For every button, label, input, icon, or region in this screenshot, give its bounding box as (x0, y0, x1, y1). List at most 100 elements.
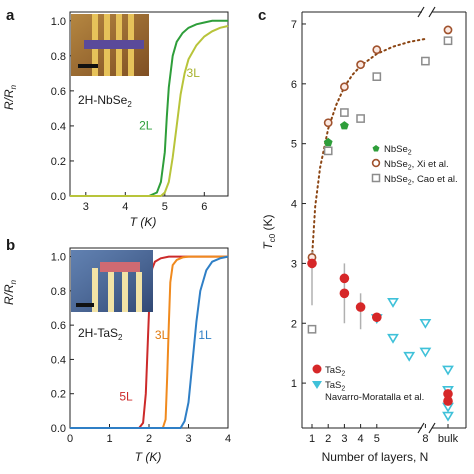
axis-break-mark (428, 422, 436, 434)
y-tick-label: 4 (291, 199, 297, 211)
point-tas2 (443, 389, 453, 399)
x-tick-label: 5 (162, 201, 168, 213)
scale-bar (76, 303, 94, 307)
panel-c-xlabel: Number of layers, N (322, 450, 429, 464)
point-tas2 (339, 273, 350, 284)
panel-a: a 3 4 5 60.00.20.40.60.81.0 2H-NbSe2 2L 3L … (2, 7, 229, 229)
panel-b: b 0 1 2 3 40.00.20.40.60.81.0 2H-TaS2 5L 3L … (2, 237, 231, 464)
series-line-3l (70, 25, 229, 197)
legend-label-cao: NbSe2, Cao et al. (384, 174, 458, 187)
legend-marker-navarro (312, 381, 322, 389)
y-tick-label: 0.4 (51, 121, 66, 133)
point-cao (443, 36, 453, 46)
y-tick-label: 0.8 (51, 286, 66, 298)
legend-marker-cao (371, 173, 381, 183)
point-navarro (442, 411, 454, 422)
point-navarro (419, 318, 432, 329)
panel-a-ylabel: R/Rn (2, 84, 18, 110)
y-tick-label: 2 (291, 318, 297, 330)
x-tick-label: 5 (374, 433, 380, 445)
series-line-3l (70, 255, 228, 429)
panel-c-ylabel: Tc0 (K) (261, 214, 277, 249)
y-tick-label: 0.0 (51, 423, 66, 435)
y-tick-label: 1.0 (51, 252, 66, 264)
panel-b-ylabel: R/Rn (2, 279, 18, 305)
panel-a-sample-label: 2H-NbSe2 (78, 93, 132, 109)
y-tick-label: 5 (291, 139, 297, 151)
fit-curve (311, 37, 427, 259)
series-line-1l (70, 255, 229, 429)
panel-c-legend-nbse2: NbSe2 NbSe2, Xi et al. NbSe2, Cao et al. (371, 144, 458, 187)
device-micrograph-nbse2 (71, 14, 149, 76)
legend-label-navarro-2: Navarro-Moratalla et al. (325, 392, 424, 403)
panel-b-label-3l: 3L (155, 328, 169, 342)
legend-label-tas2: TaS2 (325, 365, 345, 378)
point-tas2 (443, 396, 453, 406)
y-tick-label: 0.2 (51, 389, 66, 401)
x-tick-label: 3 (341, 433, 347, 445)
x-tick-label: 6 (201, 201, 207, 213)
legend-label-navarro-1: TaS2 (325, 380, 345, 393)
panel-a-lines (70, 19, 229, 197)
point-xi (339, 82, 349, 92)
point-nbse2 (323, 137, 333, 147)
panel-b-letter: b (6, 237, 15, 254)
point-cao (323, 146, 333, 156)
y-tick-label: 7 (291, 19, 297, 31)
x-tick-label: 1 (309, 433, 315, 445)
legend-marker-xi (371, 158, 381, 168)
y-tick-label: 0.6 (51, 86, 66, 98)
x-tick-label: bulk (438, 433, 459, 445)
point-xi (356, 60, 365, 70)
legend-label-xi: NbSe2, Xi et al. (384, 159, 449, 172)
device-micrograph-tas2 (71, 250, 153, 312)
point-cao (356, 114, 365, 123)
y-tick-label: 1 (291, 378, 297, 390)
point-xi (372, 45, 382, 55)
axis-break-mark (428, 6, 436, 18)
point-navarro (387, 298, 399, 308)
x-tick-label: 2 (146, 433, 152, 445)
panel-b-label-5l: 5L (119, 390, 133, 404)
axis-break-mark (417, 422, 425, 434)
point-navarro (387, 333, 399, 344)
panel-a-label-2l: 2L (139, 118, 153, 132)
point-navarro (442, 365, 454, 376)
x-tick-label: 4 (225, 433, 231, 445)
x-tick-label: 3 (185, 433, 191, 445)
point-nbse2 (340, 121, 349, 130)
point-cao (307, 324, 317, 334)
point-cao (421, 56, 430, 66)
point-cao (340, 108, 349, 117)
point-navarro (403, 351, 416, 362)
panel-c-legend-tas2: TaS2 TaS2 Navarro-Moratalla et al. (312, 364, 424, 403)
panel-a-xlabel: T (K) (130, 215, 157, 229)
panel-c-fit-curve (311, 37, 427, 259)
y-tick-label: 0.2 (51, 156, 66, 168)
point-navarro (419, 347, 432, 358)
point-cao (372, 72, 382, 81)
x-tick-label: 1 (106, 433, 112, 445)
x-tick-label: 4 (358, 433, 364, 445)
point-tas2 (355, 302, 366, 312)
legend-marker-tas2 (312, 364, 322, 374)
x-tick-label: 2 (325, 433, 331, 445)
x-tick-label: 3 (83, 201, 89, 213)
panel-b-sample-label: 2H-TaS2 (78, 326, 123, 342)
legend-label-nbse2: NbSe2 (384, 144, 412, 157)
x-tick-label: 0 (67, 433, 73, 445)
series-line-2l (70, 19, 228, 197)
panel-a-letter: a (6, 7, 15, 24)
panel-a-label-3l: 3L (187, 66, 201, 80)
panel-b-ticks: 0 1 2 3 4 0.0 0.2 0.4 0.6 0.8 1.0 (51, 247, 231, 445)
point-tas2 (307, 258, 317, 269)
panel-b-xlabel: T (K) (135, 450, 162, 464)
y-tick-label: 0.8 (51, 51, 66, 63)
y-tick-label: 0.0 (51, 191, 66, 203)
y-tick-label: 6 (291, 79, 297, 91)
point-xi (443, 25, 453, 35)
point-tas2 (339, 288, 350, 299)
